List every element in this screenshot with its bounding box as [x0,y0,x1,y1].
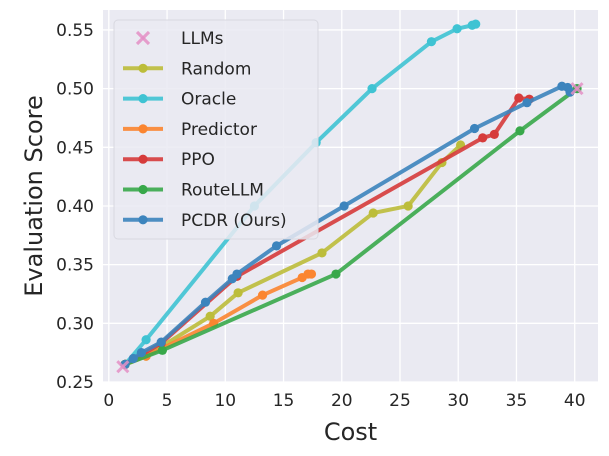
legend-box [113,19,319,240]
legend-label: Random [181,59,251,79]
pcdr-ours-point [156,337,166,347]
legend-item-ppo: PPO [123,150,215,170]
legend-label: PCDR (Ours) [181,211,287,231]
legend-label: Oracle [181,90,236,110]
series-llms [116,82,584,374]
y-tick-label: 0.25 [56,373,94,393]
oracle-point [426,37,437,47]
ppo-point [478,133,488,143]
legend-item-routellm: RouteLLM [123,181,264,201]
ppo-point [514,93,524,103]
legend-item-oracle: Oracle [123,90,236,110]
ppo-point [489,129,499,139]
y-tick-label: 0.35 [56,256,94,276]
y-tick-label: 0.50 [56,80,94,100]
legend: LLMs Random Oracle Predictor PPO RouteLLM PCDR… [113,19,319,240]
random-point [368,208,378,218]
pcdr-ours-point [339,201,349,211]
legend-item-predictor: Predictor [123,120,257,140]
x-tick-label: 20 [331,391,353,411]
x-tick-label: 35 [506,391,528,411]
oracle-point [367,84,377,94]
legend-item-random: Random [123,59,251,79]
x-tick-label: 5 [162,391,173,411]
legend-label: Predictor [181,120,257,140]
random-point [233,288,243,298]
pcdr-ours-point [271,241,282,251]
pcdr-ours-point [200,297,211,307]
random-point [317,248,327,258]
predictor-point [257,290,268,300]
series-layer [116,19,584,374]
y-tick-label: 0.40 [56,197,94,217]
x-tick-label: 25 [389,391,411,411]
random-point [403,201,413,211]
oracle-point [452,24,462,34]
legend-item-pcdr-ours: PCDR (Ours) [123,211,287,231]
llm-marker [570,82,584,96]
pcdr-ours-point [469,123,480,134]
x-tick-label: 15 [273,391,295,411]
y-tick-label: 0.55 [56,21,94,41]
tick-labels: 0 5 10 15 20 25 30 35 40 0.25 0.30 0.35 0.40 0.45 0.50… [56,21,585,411]
y-axis-label: Evaluation Score [20,95,48,296]
pcdr-ours-point [136,348,147,358]
llm-marker [116,360,130,374]
y-tick-label: 0.30 [56,314,94,334]
pcdr-ours-point [522,98,532,108]
y-tick-label: 0.45 [56,138,94,158]
random-point [205,311,215,321]
x-tick-label: 10 [214,391,236,411]
x-tick-label: 40 [564,391,586,411]
x-tick-label: 0 [103,391,114,411]
pcdr-ours-point [128,353,138,364]
routellm-point [331,269,341,279]
predictor-point [306,269,317,279]
x-axis-label: Cost [324,418,377,446]
legend-item-llms: LLMs [135,29,224,49]
x-tick-label: 30 [447,391,469,411]
routellm-point [157,345,167,355]
legend-label: PPO [181,150,215,170]
legend-label: RouteLLM [181,181,264,201]
oracle-point [471,19,481,29]
pcdr-ours-point [232,269,242,279]
oracle-point [141,335,151,345]
routellm-point [515,126,525,136]
legend-label: LLMs [181,29,224,49]
